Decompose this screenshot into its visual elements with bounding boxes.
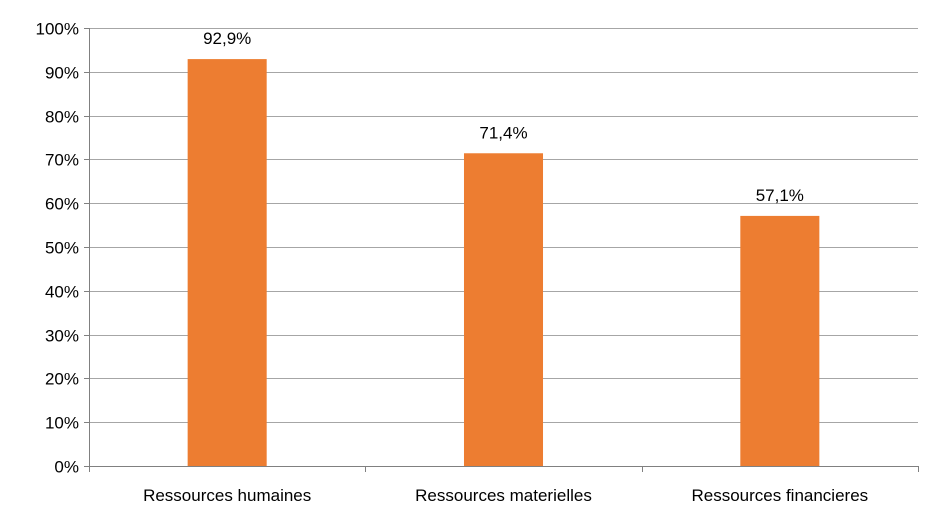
y-tick-label: 60%	[45, 195, 79, 214]
y-tick-label: 30%	[45, 327, 79, 346]
bar	[187, 59, 267, 467]
y-tick-label: 0%	[54, 458, 79, 477]
x-tick-label: Ressources humaines	[143, 486, 311, 505]
y-tick-label: 50%	[45, 239, 79, 258]
y-tick-label: 90%	[45, 64, 79, 83]
y-tick-label: 40%	[45, 283, 79, 302]
bar	[463, 153, 544, 466]
data-label: 71,4%	[479, 123, 527, 142]
y-tick-label: 10%	[45, 414, 79, 433]
y-tick-label: 70%	[45, 151, 79, 170]
data-label: 57,1%	[756, 186, 804, 205]
labels: 0% 10% 20% 30% 40% 50% 60% 70% 80% 90% 100% 92,9% Re…	[36, 20, 869, 505]
data-label: 92,9%	[203, 29, 251, 48]
bar	[740, 215, 820, 466]
x-tick-label: Ressources materielles	[415, 486, 592, 505]
y-tick-label: 100%	[36, 20, 79, 39]
axes	[84, 28, 919, 472]
bars	[187, 59, 820, 467]
x-tick-label: Ressources financieres	[691, 486, 868, 505]
y-tick-label: 20%	[45, 370, 79, 389]
y-tick-label: 80%	[45, 108, 79, 127]
